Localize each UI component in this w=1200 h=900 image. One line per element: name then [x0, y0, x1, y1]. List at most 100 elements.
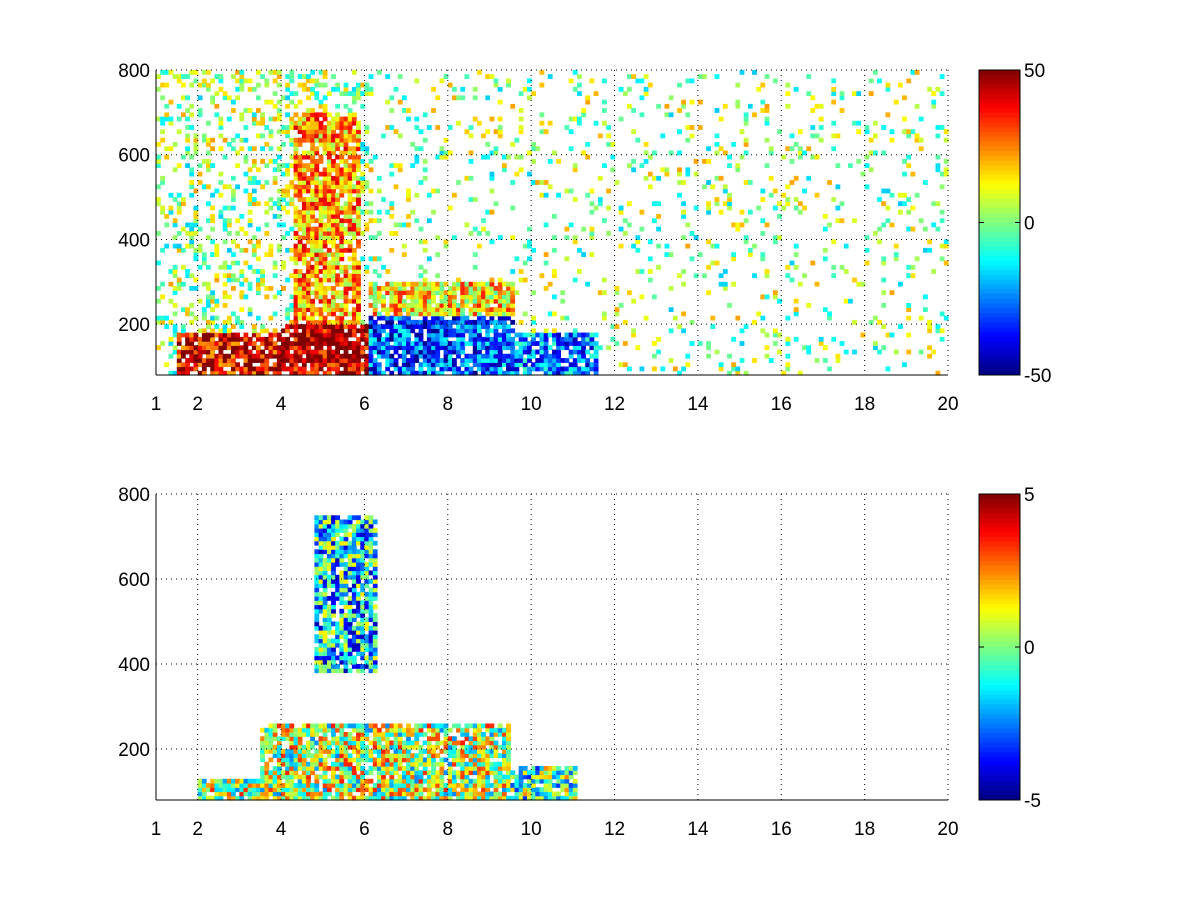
heatmap-cell — [389, 247, 395, 253]
colorbar-band — [979, 236, 1020, 243]
heatmap-cell — [727, 303, 732, 308]
heatmap-cell — [914, 192, 920, 198]
heatmap-cell — [372, 604, 378, 610]
heatmap-cell — [422, 290, 428, 296]
heatmap-cell — [706, 146, 711, 152]
heatmap-cell — [397, 307, 403, 312]
heatmap-cell — [381, 294, 386, 300]
heatmap-cell — [360, 621, 366, 627]
heatmap-cell — [256, 370, 261, 376]
heatmap-cell — [360, 757, 366, 763]
heatmap-cell — [372, 761, 378, 767]
heatmap-cell — [898, 192, 903, 198]
heatmap-cell — [226, 345, 232, 351]
heatmap-cell — [331, 341, 336, 346]
heatmap-cell — [372, 553, 378, 559]
heatmap-cell — [318, 218, 324, 224]
heatmap-cell — [193, 78, 199, 84]
heatmap-cell — [231, 791, 236, 797]
heatmap-cell — [326, 273, 332, 279]
heatmap-cell — [314, 120, 320, 126]
heatmap-cell — [256, 315, 261, 321]
heatmap-cell — [426, 298, 432, 304]
heatmap-cell — [364, 617, 370, 623]
x-tick-label: 8 — [443, 394, 454, 415]
heatmap-cell — [518, 349, 524, 355]
heatmap-cell — [397, 766, 403, 771]
heatmap-cell — [331, 353, 336, 359]
heatmap-cell — [339, 332, 345, 338]
heatmap-cell — [935, 125, 941, 130]
heatmap-cell — [314, 655, 320, 661]
heatmap-cell — [406, 214, 411, 219]
heatmap-cell — [364, 545, 370, 550]
heatmap-cell — [364, 757, 370, 763]
heatmap-cell — [426, 336, 432, 342]
heatmap-cell — [343, 277, 349, 283]
heatmap-cell — [201, 778, 207, 784]
heatmap-cell — [485, 298, 491, 304]
heatmap-cell — [310, 783, 315, 788]
heatmap-cell — [247, 201, 253, 207]
heatmap-cell — [293, 332, 299, 338]
heatmap-cell — [410, 370, 416, 376]
heatmap-cell — [206, 120, 211, 126]
heatmap-cell — [497, 86, 503, 92]
heatmap-cell — [593, 358, 599, 363]
heatmap-cell — [339, 319, 345, 325]
heatmap-cell — [672, 366, 678, 372]
heatmap-cell — [385, 757, 391, 763]
heatmap-cell — [497, 125, 503, 130]
heatmap-cell — [685, 125, 691, 130]
heatmap-cell — [602, 108, 607, 113]
heatmap-cell — [176, 129, 182, 135]
heatmap-cell — [677, 370, 682, 376]
heatmap-cell — [356, 197, 361, 202]
heatmap-cell — [351, 545, 357, 550]
heatmap-cell — [793, 243, 799, 249]
heatmap-cell — [431, 328, 436, 334]
heatmap-cell — [414, 744, 420, 750]
heatmap-cell — [314, 116, 320, 122]
heatmap-cell — [256, 795, 261, 801]
heatmap-cell — [372, 634, 378, 640]
heatmap-cell — [176, 231, 182, 236]
heatmap-cell — [335, 362, 340, 368]
heatmap-cell — [464, 736, 470, 742]
heatmap-cell — [797, 201, 803, 207]
heatmap-cell — [864, 247, 870, 253]
heatmap-cell — [351, 366, 357, 372]
heatmap-cell — [326, 642, 332, 648]
heatmap-cell — [343, 86, 349, 92]
heatmap-cell — [235, 795, 240, 801]
heatmap-cell — [581, 366, 586, 372]
heatmap-cell — [518, 332, 524, 338]
heatmap-cell — [460, 311, 466, 317]
heatmap-cell — [322, 770, 328, 776]
heatmap-cell — [614, 290, 620, 296]
heatmap-cell — [881, 290, 887, 296]
heatmap-cell — [714, 243, 720, 249]
heatmap-cell — [422, 349, 428, 355]
heatmap-cell — [335, 290, 340, 296]
heatmap-cell — [577, 358, 582, 363]
heatmap-cell — [368, 587, 374, 593]
heatmap-cell — [318, 549, 324, 555]
heatmap-cell — [385, 791, 391, 797]
heatmap-cell — [210, 315, 215, 321]
heatmap-cell — [401, 341, 407, 346]
heatmap-cell — [368, 290, 374, 296]
heatmap-cell — [222, 154, 228, 160]
heatmap-cell — [243, 336, 249, 342]
heatmap-cell — [314, 137, 320, 143]
heatmap-cell — [443, 328, 449, 334]
heatmap-cell — [356, 642, 361, 648]
heatmap-cell — [197, 247, 203, 253]
colorbar: 500-50 — [978, 61, 1051, 387]
heatmap-cell — [360, 744, 366, 750]
heatmap-cell — [351, 324, 357, 329]
heatmap-cell — [235, 353, 240, 359]
heatmap-cell — [681, 209, 686, 215]
heatmap-cell — [906, 163, 912, 168]
heatmap-cell — [268, 341, 274, 346]
